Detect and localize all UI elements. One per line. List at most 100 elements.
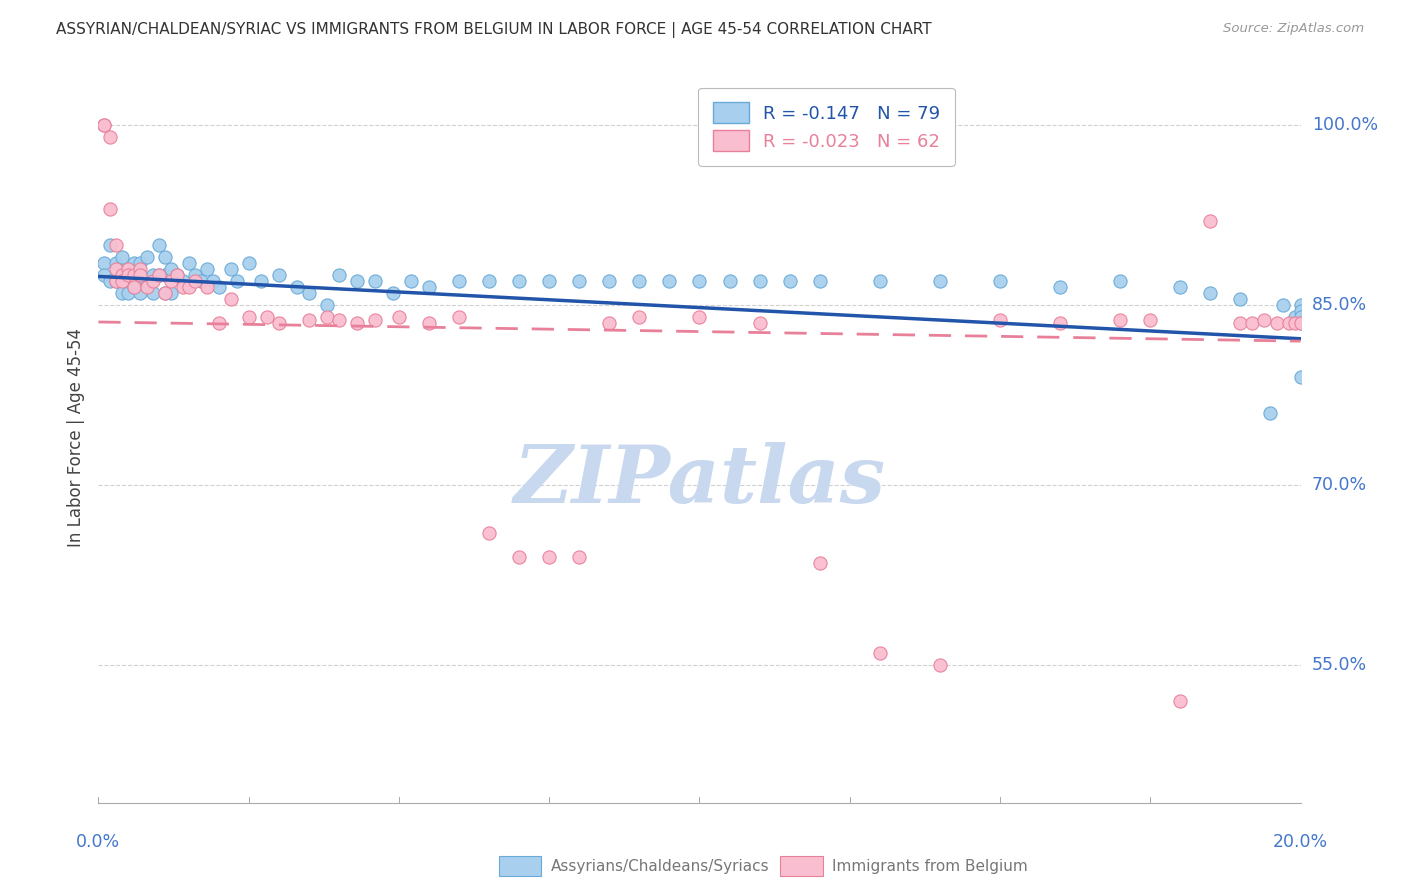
Point (718, 274, 741, 288)
Point (117, 268, 139, 283)
Point (298, 286, 321, 301)
Point (93, 256, 115, 270)
Point (1139, 312, 1161, 326)
Point (225, 274, 247, 288)
Point (111, 268, 134, 283)
Point (658, 274, 681, 288)
Point (100, 274, 122, 288)
Point (315, 310, 337, 325)
Point (1109, 274, 1132, 288)
Point (929, 657, 952, 672)
Point (1277, 316, 1299, 330)
Point (153, 250, 176, 264)
Point (1289, 304, 1312, 318)
Point (111, 250, 134, 264)
Point (100, 202, 122, 217)
Point (183, 274, 205, 288)
Text: ZIPatlas: ZIPatlas (513, 442, 886, 520)
Point (195, 262, 218, 277)
Point (100, 130, 122, 145)
Y-axis label: In Labor Force | Age 45-54: In Labor Force | Age 45-54 (66, 327, 84, 547)
Point (148, 268, 170, 283)
Point (418, 316, 440, 330)
Point (447, 274, 470, 288)
Point (598, 316, 620, 330)
Point (1170, 280, 1192, 294)
Point (1265, 316, 1288, 330)
Point (1253, 312, 1275, 326)
Point (1289, 370, 1312, 384)
Point (1289, 310, 1312, 325)
Point (166, 268, 188, 283)
Point (478, 274, 501, 288)
Point (628, 274, 651, 288)
Point (111, 268, 134, 283)
Point (447, 310, 470, 325)
Point (1284, 310, 1306, 325)
Point (105, 238, 128, 252)
Point (111, 274, 134, 288)
Point (238, 310, 260, 325)
Point (538, 274, 561, 288)
Point (105, 274, 128, 288)
Point (1289, 298, 1312, 312)
Point (195, 280, 218, 294)
Point (748, 316, 770, 330)
Point (628, 310, 651, 325)
Point (688, 310, 710, 325)
Point (1109, 312, 1132, 326)
Legend: R = -0.147   N = 79, R = -0.023   N = 62: R = -0.147 N = 79, R = -0.023 N = 62 (699, 87, 955, 166)
Point (111, 286, 134, 301)
Point (568, 274, 591, 288)
Point (388, 310, 411, 325)
Point (748, 274, 770, 288)
Point (93, 268, 115, 283)
Point (238, 256, 260, 270)
Point (249, 274, 271, 288)
Point (135, 280, 157, 294)
Point (172, 280, 194, 294)
Point (117, 286, 139, 301)
Point (148, 238, 170, 252)
Point (93, 118, 115, 132)
Point (869, 646, 891, 660)
Point (129, 286, 152, 301)
Point (1170, 694, 1192, 708)
Point (177, 256, 200, 270)
Point (135, 250, 157, 264)
Point (100, 238, 122, 252)
Point (1289, 316, 1312, 330)
Point (208, 316, 231, 330)
Point (105, 262, 128, 277)
Point (129, 268, 152, 283)
Text: ASSYRIAN/CHALDEAN/SYRIAC VS IMMIGRANTS FROM BELGIUM IN LABOR FORCE | AGE 45-54 C: ASSYRIAN/CHALDEAN/SYRIAC VS IMMIGRANTS F… (56, 22, 932, 38)
Point (159, 274, 181, 288)
Point (1049, 280, 1071, 294)
Point (538, 549, 561, 564)
Point (285, 280, 308, 294)
Point (328, 268, 350, 283)
Point (256, 310, 278, 325)
Point (141, 268, 163, 283)
Point (1199, 214, 1222, 228)
Point (808, 274, 831, 288)
Point (418, 280, 440, 294)
Point (346, 316, 368, 330)
Point (688, 274, 710, 288)
Point (869, 274, 891, 288)
Point (117, 262, 139, 277)
Point (267, 268, 290, 283)
Point (153, 286, 176, 301)
Point (166, 268, 188, 283)
Point (135, 274, 157, 288)
Point (177, 280, 200, 294)
Point (1241, 316, 1264, 330)
Point (172, 274, 194, 288)
Point (190, 274, 212, 288)
Point (183, 268, 205, 283)
Point (808, 556, 831, 570)
Point (364, 274, 387, 288)
Point (124, 280, 146, 294)
Point (298, 312, 321, 326)
Point (153, 268, 176, 283)
